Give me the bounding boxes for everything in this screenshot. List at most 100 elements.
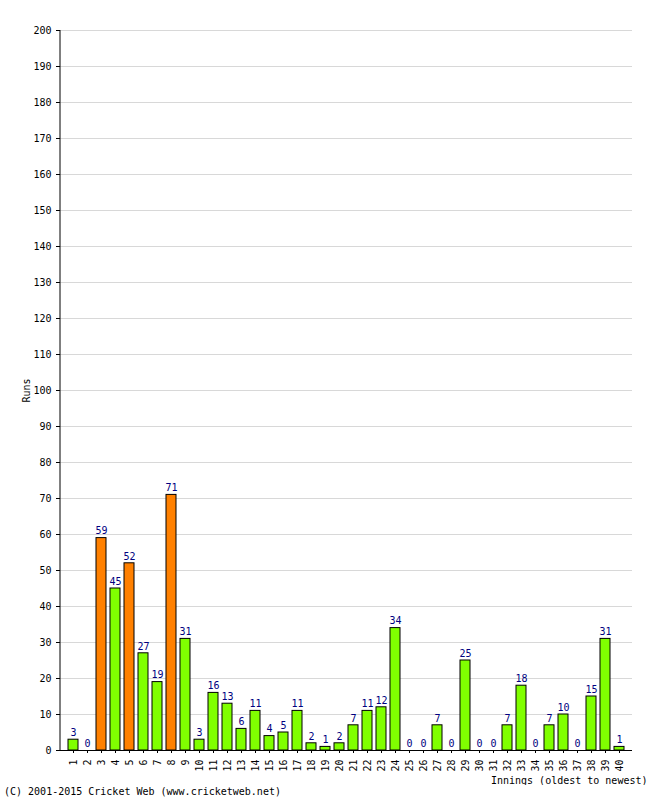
svg-text:200: 200: [33, 25, 51, 36]
svg-text:30: 30: [474, 760, 485, 772]
svg-text:11: 11: [291, 698, 303, 709]
svg-text:4: 4: [266, 723, 272, 734]
svg-text:8: 8: [166, 760, 177, 766]
svg-text:90: 90: [39, 421, 51, 432]
svg-text:31: 31: [599, 626, 611, 637]
svg-text:0: 0: [406, 738, 412, 749]
svg-text:10: 10: [194, 760, 205, 772]
svg-text:40: 40: [39, 601, 51, 612]
svg-text:7: 7: [434, 713, 440, 724]
svg-text:100: 100: [33, 385, 51, 396]
svg-text:11: 11: [361, 698, 373, 709]
svg-text:80: 80: [39, 457, 51, 468]
svg-text:18: 18: [515, 673, 527, 684]
svg-text:18: 18: [306, 760, 317, 772]
svg-text:24: 24: [390, 760, 401, 772]
svg-text:31: 31: [488, 760, 499, 772]
svg-text:19: 19: [151, 669, 163, 680]
svg-text:15: 15: [585, 684, 597, 695]
svg-text:11: 11: [249, 698, 261, 709]
svg-text:160: 160: [33, 169, 51, 180]
svg-text:3: 3: [70, 727, 76, 738]
svg-text:170: 170: [33, 133, 51, 144]
svg-text:45: 45: [109, 576, 121, 587]
svg-text:37: 37: [572, 760, 583, 772]
svg-text:50: 50: [39, 565, 51, 576]
svg-text:16: 16: [278, 760, 289, 772]
svg-text:Runs: Runs: [21, 378, 32, 402]
svg-text:25: 25: [404, 760, 415, 772]
svg-text:25: 25: [459, 648, 471, 659]
svg-text:13: 13: [221, 691, 233, 702]
svg-text:5: 5: [124, 760, 135, 766]
svg-text:11: 11: [208, 760, 219, 772]
svg-text:0: 0: [532, 738, 538, 749]
svg-text:34: 34: [530, 760, 541, 772]
svg-text:130: 130: [33, 277, 51, 288]
svg-text:150: 150: [33, 205, 51, 216]
svg-text:9: 9: [180, 760, 191, 766]
svg-text:7: 7: [504, 713, 510, 724]
svg-text:6: 6: [138, 760, 149, 766]
svg-text:1: 1: [616, 734, 622, 745]
svg-text:0: 0: [490, 738, 496, 749]
svg-text:31: 31: [179, 626, 191, 637]
svg-text:27: 27: [432, 760, 443, 772]
svg-text:7: 7: [350, 713, 356, 724]
svg-text:140: 140: [33, 241, 51, 252]
svg-text:16: 16: [207, 680, 219, 691]
svg-text:0: 0: [574, 738, 580, 749]
svg-text:70: 70: [39, 493, 51, 504]
svg-text:21: 21: [348, 760, 359, 772]
svg-text:35: 35: [544, 760, 555, 772]
svg-text:4: 4: [110, 760, 121, 766]
svg-text:33: 33: [516, 760, 527, 772]
svg-text:19: 19: [320, 760, 331, 772]
svg-text:20: 20: [39, 673, 51, 684]
svg-text:6: 6: [238, 716, 244, 727]
svg-text:2: 2: [308, 731, 314, 742]
svg-text:7: 7: [152, 760, 163, 766]
svg-text:39: 39: [600, 760, 611, 772]
svg-text:0: 0: [84, 738, 90, 749]
svg-text:3: 3: [96, 760, 107, 766]
svg-text:27: 27: [137, 641, 149, 652]
svg-text:12: 12: [222, 760, 233, 772]
svg-text:71: 71: [165, 482, 177, 493]
svg-text:60: 60: [39, 529, 51, 540]
svg-text:0: 0: [45, 745, 51, 756]
svg-text:38: 38: [586, 760, 597, 772]
svg-text:190: 190: [33, 61, 51, 72]
svg-text:28: 28: [446, 760, 457, 772]
svg-text:110: 110: [33, 349, 51, 360]
svg-text:29: 29: [460, 760, 471, 772]
svg-text:15: 15: [264, 760, 275, 772]
svg-text:5: 5: [280, 720, 286, 731]
svg-text:Innings (oldest to newest): Innings (oldest to newest): [491, 775, 648, 786]
svg-text:2: 2: [82, 760, 93, 766]
svg-text:0: 0: [420, 738, 426, 749]
svg-text:2: 2: [336, 731, 342, 742]
svg-text:59: 59: [95, 525, 107, 536]
svg-text:10: 10: [557, 702, 569, 713]
svg-text:1: 1: [322, 734, 328, 745]
svg-text:34: 34: [389, 615, 401, 626]
svg-text:23: 23: [376, 760, 387, 772]
svg-text:40: 40: [614, 760, 625, 772]
svg-text:17: 17: [292, 760, 303, 772]
svg-text:32: 32: [502, 760, 513, 772]
svg-text:36: 36: [558, 760, 569, 772]
svg-text:12: 12: [375, 695, 387, 706]
svg-text:26: 26: [418, 760, 429, 772]
svg-text:13: 13: [236, 760, 247, 772]
svg-text:0: 0: [476, 738, 482, 749]
svg-text:180: 180: [33, 97, 51, 108]
svg-text:30: 30: [39, 637, 51, 648]
svg-text:1: 1: [68, 760, 79, 766]
svg-text:3: 3: [196, 727, 202, 738]
svg-text:0: 0: [448, 738, 454, 749]
svg-text:120: 120: [33, 313, 51, 324]
svg-text:10: 10: [39, 709, 51, 720]
svg-text:14: 14: [250, 760, 261, 772]
svg-text:7: 7: [546, 713, 552, 724]
